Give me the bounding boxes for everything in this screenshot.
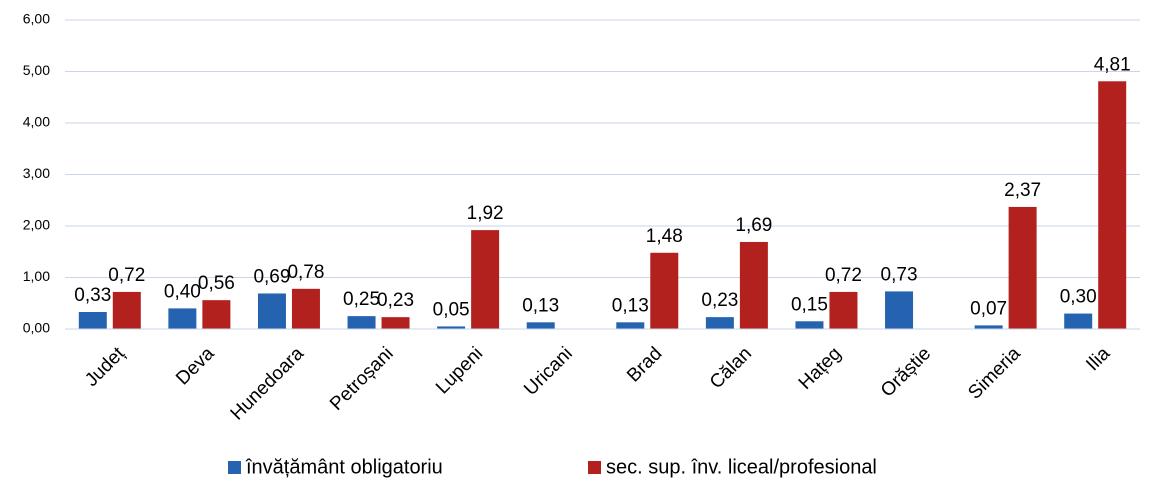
bar: [1098, 81, 1127, 329]
value-label: 1,69: [735, 215, 772, 236]
bar: [471, 230, 500, 329]
bar: [1064, 313, 1093, 329]
bar: [795, 321, 824, 329]
value-label: 0,13: [612, 295, 649, 316]
bar: [291, 288, 320, 329]
x-tick-label: Ilia: [1082, 343, 1114, 375]
value-label: 0,30: [1060, 287, 1097, 308]
x-tick-label: Simeria: [964, 343, 1025, 404]
y-tick-label: 3,00: [23, 165, 50, 181]
bar: [112, 291, 141, 329]
value-label: 2,37: [1004, 180, 1041, 201]
legend-swatch: [228, 461, 241, 474]
value-label: 0,56: [198, 273, 235, 294]
legend-label: sec. sup. înv. liceal/profesional: [606, 456, 877, 478]
bar: [202, 300, 231, 329]
x-tick-label: Deva: [172, 343, 219, 390]
bar: [168, 308, 197, 329]
value-label: 4,81: [1094, 54, 1131, 75]
bar: [616, 322, 645, 329]
x-tick-label: Petroșani: [326, 343, 398, 415]
bar: [705, 317, 734, 329]
y-tick-label: 6,00: [23, 11, 50, 27]
value-label: 0,72: [825, 265, 862, 286]
x-tick-label: Lupeni: [432, 343, 487, 398]
value-label: 0,72: [108, 265, 145, 286]
bar: [257, 293, 286, 329]
y-tick-label: 0,00: [23, 320, 50, 336]
legend-label: învățământ obligatoriu: [245, 456, 443, 478]
bar: [1008, 206, 1037, 329]
bar: [381, 317, 410, 329]
bar: [974, 325, 1003, 329]
value-label: 0,33: [74, 285, 111, 306]
bar: [526, 322, 555, 329]
x-tick-label: Călan: [706, 343, 756, 393]
value-label: 0,23: [701, 290, 738, 311]
x-tick-label: Județ: [81, 343, 129, 391]
legend-swatch: [588, 461, 601, 474]
value-label: 0,15: [791, 294, 828, 315]
x-tick-label: Orăștie: [877, 343, 935, 401]
value-label: 1,48: [646, 226, 683, 247]
value-label: 0,25: [343, 289, 380, 310]
value-label: 0,73: [881, 264, 918, 285]
x-tick-label: Brad: [623, 343, 666, 386]
x-tick-label: Hunedoara: [227, 343, 309, 425]
value-label: 0,05: [433, 299, 470, 320]
x-tick-label: Hațeg: [795, 343, 846, 394]
bar: [78, 312, 107, 329]
bar: [347, 316, 376, 329]
bar: [885, 291, 914, 329]
value-label: 0,07: [970, 298, 1007, 319]
bar: [650, 252, 679, 329]
y-tick-label: 4,00: [23, 114, 50, 130]
value-label: 0,40: [164, 281, 201, 302]
y-tick-label: 2,00: [23, 217, 50, 233]
bar: [829, 291, 858, 329]
x-tick-label: Uricani: [520, 343, 577, 400]
bar: [739, 241, 768, 329]
value-label: 1,92: [467, 203, 504, 224]
value-label: 0,78: [287, 262, 324, 283]
value-label: 0,13: [522, 295, 559, 316]
y-tick-label: 1,00: [23, 268, 50, 284]
y-tick-label: 5,00: [23, 62, 50, 78]
bar: [437, 326, 466, 329]
value-label: 0,69: [253, 266, 290, 287]
value-label: 0,23: [377, 290, 414, 311]
